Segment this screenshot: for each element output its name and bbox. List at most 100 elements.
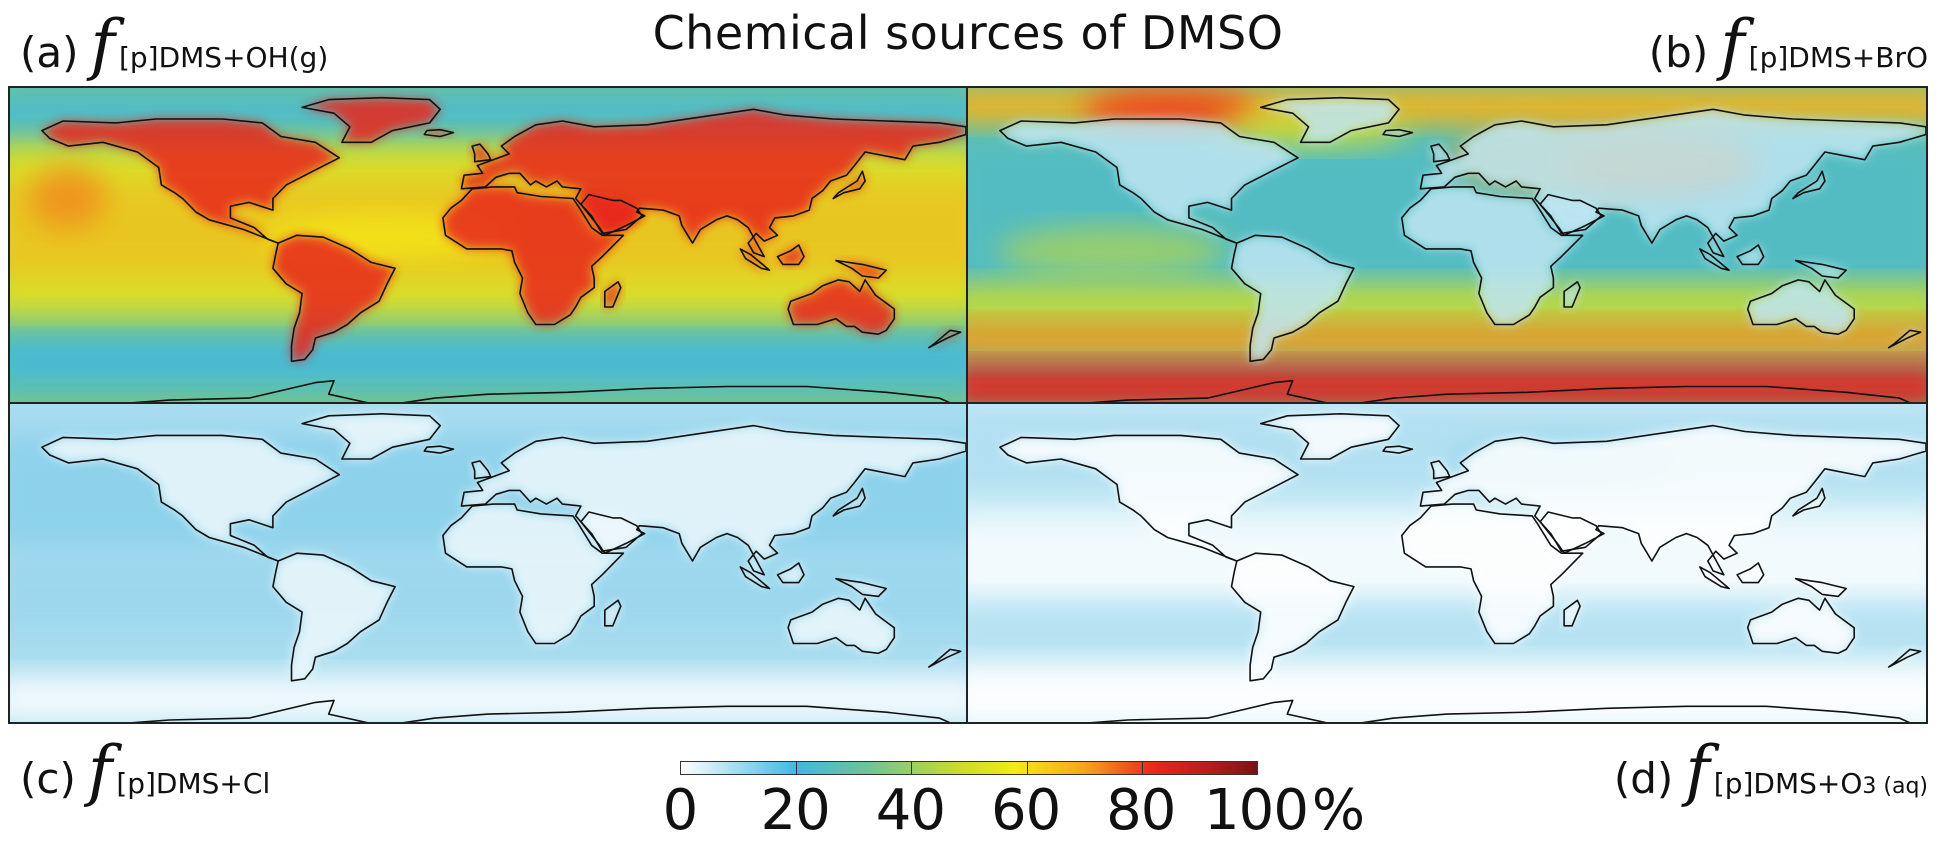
panel-d-f-symbol: f	[1685, 732, 1710, 809]
coastline-south-america	[272, 234, 396, 363]
land-fill-new-guinea	[835, 260, 887, 278]
panel-b-subscript: [p]DMS+BrO	[1748, 41, 1928, 74]
land-fill-arabia	[1540, 194, 1602, 234]
coastline-africa	[442, 186, 625, 326]
land-fill-borneo	[777, 245, 804, 265]
coastline-sumatra	[739, 248, 771, 271]
coastline-japan	[1792, 170, 1826, 200]
coastline-africa	[442, 503, 625, 645]
field-band	[10, 339, 966, 384]
coastline-europe-asia	[1419, 424, 1926, 576]
panel-b-f-symbol: f	[1720, 6, 1745, 83]
land-fill-africa	[442, 186, 624, 325]
land-fill-australia	[1747, 279, 1855, 335]
land-fill-europe-asia	[461, 425, 966, 575]
land-fill-africa	[1401, 504, 1583, 644]
land-fill-arabia	[1540, 512, 1602, 552]
field-band	[968, 364, 1926, 402]
coastline-japan	[832, 170, 866, 200]
coastline-greenland	[301, 413, 441, 460]
colorbar-tick-label: 60	[990, 778, 1061, 843]
coastline-antarctica	[132, 379, 951, 402]
land-fill-north-america	[41, 435, 340, 561]
panel-d-subscript-main: [p]DMS+O	[1713, 767, 1863, 800]
coastline-south-america	[272, 552, 396, 682]
land-fill-north-america	[999, 435, 1298, 561]
land-fill-britain	[472, 460, 491, 479]
colorbar-tick-label: 100	[1204, 778, 1309, 843]
land-fill-greenland	[1260, 97, 1400, 143]
coastline-australia	[1746, 597, 1855, 655]
land-fill-britain	[472, 144, 491, 162]
land-fill-australia	[788, 598, 895, 654]
coastline-arabia	[580, 511, 643, 552]
land-fill-greenland	[1260, 413, 1400, 459]
panel-c-f-symbol: f	[87, 732, 113, 809]
land-fill-australia	[788, 279, 895, 335]
coastline-south-america	[1230, 552, 1355, 682]
map-panel-c	[8, 402, 968, 724]
coastline-arabia	[1539, 193, 1603, 235]
coastline-greenland	[1259, 413, 1400, 460]
land-fill-south-america	[272, 553, 396, 681]
coastline-new-guinea	[1794, 259, 1847, 279]
coastline-new-zealand	[1887, 648, 1922, 668]
panel-c-subscript: [p]DMS+Cl	[116, 767, 271, 800]
land-fill-borneo	[1737, 245, 1764, 265]
field-band	[968, 664, 1926, 722]
coastline-madagascar	[604, 599, 622, 627]
panel-b-letter: (b)	[1648, 28, 1709, 77]
land-fill-south-america	[1231, 553, 1354, 681]
land-fill-borneo	[1737, 563, 1764, 583]
panel-a-subscript: [p]DMS+OH(g)	[118, 41, 329, 74]
land-fill-new-guinea	[1795, 260, 1847, 278]
panel-d-letter: (d)	[1613, 754, 1674, 803]
coastline-europe-asia	[460, 108, 966, 258]
coastline-australia	[787, 279, 896, 335]
land-fill-south-america	[1231, 235, 1354, 362]
coastline-south-america	[1230, 234, 1355, 363]
coastline-australia	[787, 597, 896, 655]
land-fill-australia	[1747, 598, 1855, 654]
colorbar-tick	[796, 762, 798, 774]
coastline-iceland	[423, 128, 455, 138]
coastline-africa	[1401, 186, 1584, 326]
panel-c-label: (c) f [p]DMS+Cl	[20, 738, 270, 804]
coastline-sumatra	[1699, 248, 1730, 271]
colorbar	[680, 761, 1258, 775]
coastline-antarctica	[131, 699, 951, 722]
coastline-madagascar	[1563, 281, 1581, 308]
coastline-europe-asia	[1419, 108, 1926, 258]
colorbar-tick-label: 40	[875, 778, 946, 843]
coastline-new-zealand	[1887, 329, 1922, 349]
coastline-north-america	[999, 434, 1299, 562]
panel-d-label: (d) f [p]DMS+O3 (aq)	[1614, 738, 1928, 804]
panel-a-f-symbol: f	[90, 6, 115, 83]
figure-title: Chemical sources of DMSO	[652, 6, 1284, 60]
coastline-africa	[1401, 503, 1584, 645]
colorbar-tick	[1026, 762, 1028, 774]
coastline-new-guinea	[1794, 577, 1847, 598]
panel-d-subscript: [p]DMS+O3 (aq)	[1714, 767, 1928, 800]
coastline-britain	[471, 460, 492, 480]
coastline-iceland	[1382, 128, 1414, 138]
coastline-australia	[1746, 279, 1855, 335]
coastline-borneo	[1736, 562, 1765, 584]
coastline-sumatra	[739, 566, 771, 590]
colorbar-tick-label: 0	[662, 778, 699, 843]
land-fill-europe-asia	[461, 109, 966, 257]
panel-c-letter: (c)	[20, 754, 76, 803]
land-fill-africa	[442, 504, 624, 644]
coastline-antarctica	[1090, 379, 1911, 402]
coastline-borneo	[776, 244, 805, 266]
field-region	[996, 226, 1227, 277]
land-fill-arabia	[580, 194, 642, 234]
colorbar-tick-label: 80	[1106, 778, 1176, 843]
coastline-north-america	[999, 118, 1299, 244]
panel-b-label: (b) f [p]DMS+BrO	[1649, 12, 1928, 78]
coastline-antarctica	[1089, 699, 1911, 722]
map-panel-b	[966, 86, 1928, 404]
coastline-greenland	[301, 96, 441, 144]
coastline-borneo	[1736, 244, 1765, 266]
land-fill-madagascar	[1564, 600, 1581, 626]
